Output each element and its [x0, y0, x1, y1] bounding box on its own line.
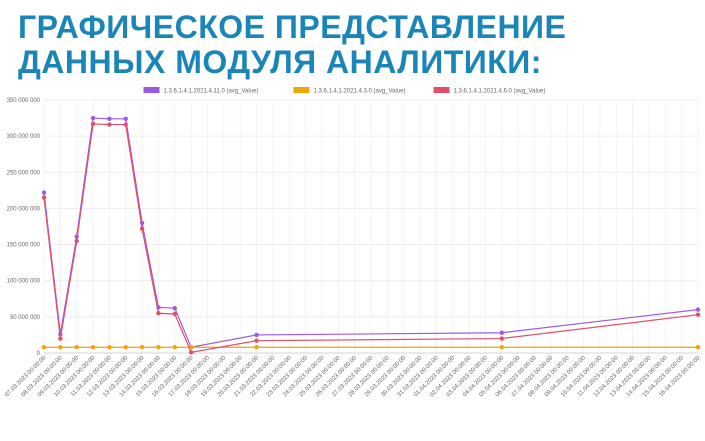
data-point[interactable]	[139, 345, 145, 350]
data-point[interactable]	[90, 115, 96, 121]
data-point[interactable]	[123, 345, 128, 350]
legend-item[interactable]: 1.3.6.1.4.1.2021.4.11.0 (avg_Value)	[143, 87, 259, 95]
data-point[interactable]	[74, 238, 79, 244]
data-point[interactable]	[139, 226, 145, 231]
series-2	[41, 121, 701, 355]
data-point[interactable]	[58, 345, 63, 350]
data-point[interactable]	[254, 345, 259, 350]
chart-legend: 1.3.6.1.4.1.2021.4.11.0 (avg_Value) 1.3.6…	[143, 87, 546, 95]
data-point[interactable]	[90, 121, 96, 127]
data-point[interactable]	[123, 116, 128, 121]
data-point[interactable]	[695, 345, 701, 350]
legend-label: 1.3.6.1.4.1.2021.4.11.0 (avg_Value)	[164, 89, 259, 95]
series-1	[41, 345, 701, 350]
legend-swatch	[293, 87, 310, 93]
y-tick-label: 300 000 000	[7, 134, 41, 140]
y-tick-label: 250 000 000	[7, 170, 41, 176]
data-point[interactable]	[74, 345, 79, 350]
data-point[interactable]	[499, 336, 504, 341]
data-point[interactable]	[156, 311, 161, 316]
data-point[interactable]	[90, 345, 96, 350]
y-tick-label: 0	[37, 351, 41, 357]
legend-label: 1.3.6.1.4.1.2021.4.6.0 (avg_Value)	[454, 89, 546, 95]
data-point[interactable]	[172, 345, 177, 350]
y-tick-label: 350 000 000	[7, 98, 41, 104]
data-point[interactable]	[107, 116, 112, 121]
data-point[interactable]	[172, 305, 177, 311]
y-tick-label: 150 000 000	[7, 243, 41, 249]
legend-item[interactable]: 1.3.6.1.4.1.2021.4.3.0 (avg_Value)	[293, 87, 406, 95]
data-point[interactable]	[695, 312, 701, 317]
legend-item[interactable]: 1.3.6.1.4.1.2021.4.6.0 (avg_Value)	[433, 87, 546, 95]
data-point[interactable]	[107, 345, 112, 350]
data-point[interactable]	[499, 330, 504, 335]
data-point[interactable]	[254, 338, 259, 343]
data-point[interactable]	[123, 122, 128, 127]
y-tick-label: 200 000 000	[7, 206, 41, 212]
legend-label: 1.3.6.1.4.1.2021.4.3.0 (avg_Value)	[314, 89, 406, 95]
data-point[interactable]	[41, 190, 47, 195]
data-point[interactable]	[695, 307, 701, 312]
chart-series	[41, 115, 701, 355]
data-point[interactable]	[58, 336, 63, 341]
y-tick-label: 50 000 000	[10, 315, 41, 321]
data-point[interactable]	[172, 311, 177, 317]
legend-swatch	[143, 87, 160, 93]
y-tick-label: 100 000 000	[7, 279, 41, 285]
slide-title: ГРАФИЧЕСКОЕ ПРЕДСТАВЛЕНИЕ ДАННЫХ МОДУЛЯ …	[18, 10, 698, 80]
chart-grid	[43, 99, 699, 354]
data-point[interactable]	[41, 195, 47, 200]
slide-title-line-2: ДАННЫХ МОДУЛЯ АНАЛИТИКИ:	[18, 44, 542, 80]
line-chart: 1.3.6.1.4.1.2021.4.11.0 (avg_Value) 1.3.6…	[4, 87, 702, 398]
y-axis: 0 50 000 000 100 000 000 150 000 000 200 000…	[7, 98, 41, 357]
data-point[interactable]	[41, 345, 47, 350]
data-point[interactable]	[156, 345, 161, 350]
series-0	[41, 115, 701, 350]
data-point[interactable]	[254, 332, 259, 338]
legend-swatch	[433, 87, 450, 93]
data-point[interactable]	[188, 350, 194, 355]
data-point[interactable]	[107, 122, 112, 127]
slide-title-line-1: ГРАФИЧЕСКОЕ ПРЕДСТАВЛЕНИЕ	[18, 9, 567, 45]
data-point[interactable]	[499, 345, 504, 350]
